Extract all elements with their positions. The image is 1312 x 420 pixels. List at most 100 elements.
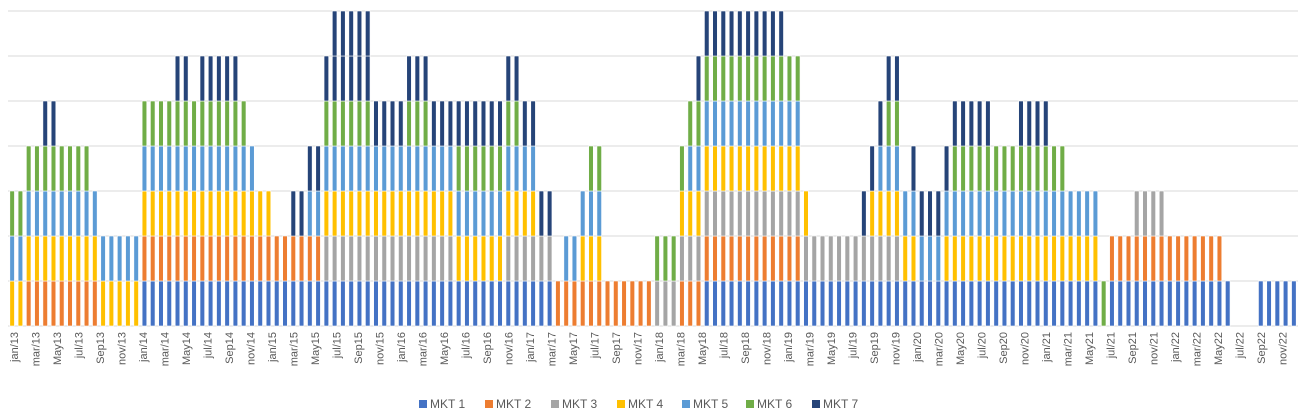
legend-swatch-mkt-3	[551, 400, 559, 408]
bar-segment-mkt-4	[985, 235, 991, 282]
bar-segment-mkt-6	[356, 100, 363, 147]
bar-segment-mkt-5	[464, 190, 470, 237]
bar-segment-mkt-4	[241, 190, 247, 237]
bar-segment-mkt-2	[232, 235, 239, 282]
bar-segment-mkt-4	[497, 235, 503, 282]
bar-segment-mkt-3	[381, 235, 387, 282]
legend-item-mkt-3: MKT 3	[551, 397, 597, 411]
bar-segment-mkt-6	[83, 145, 90, 192]
bar-segment-mkt-3	[720, 190, 726, 237]
bar-segment-mkt-7	[927, 190, 933, 237]
bar-segment-mkt-7	[762, 10, 768, 57]
bar-segment-mkt-7	[869, 145, 875, 192]
bar-segment-mkt-1	[1125, 280, 1132, 327]
bar-segment-mkt-1	[480, 280, 487, 327]
x-tick-label: May20	[955, 332, 967, 365]
bar-segment-mkt-5	[1059, 190, 1065, 237]
bar-segment-mkt-5	[720, 100, 726, 147]
bar-segment-mkt-4	[902, 235, 908, 282]
x-tick-labels: jan/13 mar/13 May13 jul/13 Sep13 nov/13 jan/14…	[9, 332, 1289, 366]
x-tick-label: May22	[1213, 332, 1225, 365]
bar-segment-mkt-1	[505, 280, 511, 327]
bar-segment-mkt-5	[695, 145, 702, 192]
bar-segment-mkt-1	[373, 280, 379, 327]
bar-segment-mkt-4	[1084, 235, 1090, 282]
bar-segment-mkt-5	[422, 145, 429, 192]
bar-segment-mkt-5	[1067, 190, 1074, 237]
bar-segment-mkt-1	[1192, 280, 1198, 327]
x-tick-label: jul/17	[590, 332, 602, 359]
bar-segment-mkt-1	[753, 280, 759, 327]
bar-segment-mkt-4	[42, 235, 48, 282]
bar-segment-mkt-7	[307, 145, 313, 192]
bar-segment-mkt-4	[596, 235, 602, 282]
bar-segment-mkt-1	[844, 280, 850, 327]
bar-segment-mkt-5	[480, 190, 487, 237]
bar-segment-mkt-2	[83, 280, 90, 327]
bar-segment-mkt-2	[257, 235, 263, 282]
bar-segment-mkt-1	[323, 280, 329, 327]
bar-segment-mkt-2	[26, 280, 32, 327]
bar-segment-mkt-7	[538, 190, 544, 237]
bar-segment-mkt-2	[166, 235, 172, 282]
bar-segment-mkt-4	[695, 190, 702, 237]
gridlines	[8, 10, 1298, 327]
bar-segment-mkt-7	[480, 100, 487, 147]
bar-segment-mkt-6	[679, 145, 685, 192]
bar-segment-mkt-3	[406, 235, 412, 282]
bar-segment-mkt-2	[92, 280, 98, 327]
bar-segment-mkt-1	[1001, 280, 1008, 327]
bar-segment-mkt-2	[274, 235, 280, 282]
x-tick-label: mar/21	[1063, 332, 1075, 366]
x-tick-label: May19	[826, 332, 838, 365]
bar-segment-mkt-6	[505, 100, 511, 147]
bar-segment-mkt-2	[1109, 235, 1115, 282]
bar-segment-mkt-7	[1026, 100, 1032, 147]
bar-segment-mkt-7	[547, 190, 553, 237]
bar-segment-mkt-1	[365, 280, 371, 327]
bar-segment-mkt-2	[786, 235, 793, 282]
bar-segment-mkt-5	[34, 190, 40, 237]
bar-segment-mkt-3	[737, 190, 743, 237]
bar-segment-mkt-7	[985, 100, 991, 147]
bar-segment-mkt-7	[348, 10, 354, 57]
bar-segment-mkt-5	[1018, 190, 1024, 237]
bar-segment-mkt-1	[348, 280, 354, 327]
bar-segment-mkt-2	[745, 235, 751, 282]
bar-segment-mkt-7	[323, 55, 329, 102]
bar-segment-mkt-7	[174, 55, 181, 102]
bar-segment-mkt-4	[1076, 235, 1082, 282]
bar-segment-mkt-7	[952, 100, 958, 147]
bar-segment-mkt-5	[249, 145, 255, 192]
bar-segment-mkt-5	[563, 235, 569, 282]
bar-segment-mkt-1	[1266, 280, 1272, 327]
bar-segment-mkt-6	[985, 145, 991, 192]
bar-segment-mkt-7	[910, 145, 917, 192]
bar-segment-mkt-2	[1125, 235, 1132, 282]
bar-segment-mkt-5	[571, 235, 578, 282]
bar-segment-mkt-2	[1150, 235, 1156, 282]
bar-segment-mkt-1	[1059, 280, 1065, 327]
bar-segment-mkt-4	[1092, 235, 1099, 282]
bar-segment-mkt-3	[1158, 190, 1165, 237]
bar-segment-mkt-2	[629, 280, 635, 327]
bar-segment-mkt-5	[117, 235, 123, 282]
bar-segment-mkt-7	[695, 55, 702, 102]
x-tick-label: nov/13	[117, 332, 129, 365]
bar-segment-mkt-6	[1010, 145, 1016, 192]
bar-segment-mkt-4	[869, 190, 875, 237]
bar-segment-mkt-2	[704, 235, 710, 282]
bar-segment-mkt-4	[174, 190, 181, 237]
bar-segment-mkt-4	[431, 190, 437, 237]
bar-segment-mkt-1	[332, 280, 338, 327]
bar-segment-mkt-5	[414, 145, 420, 192]
x-tick-label: jul/20	[977, 332, 989, 359]
bar-segment-mkt-1	[977, 280, 983, 327]
bar-segment-mkt-7	[398, 100, 404, 147]
bar-segment-mkt-5	[712, 100, 718, 147]
bar-segment-mkt-2	[1208, 235, 1214, 282]
x-tick-label: Sep14	[224, 332, 236, 364]
bar-segment-mkt-1	[770, 280, 776, 327]
bar-segment-mkt-1	[150, 280, 156, 327]
